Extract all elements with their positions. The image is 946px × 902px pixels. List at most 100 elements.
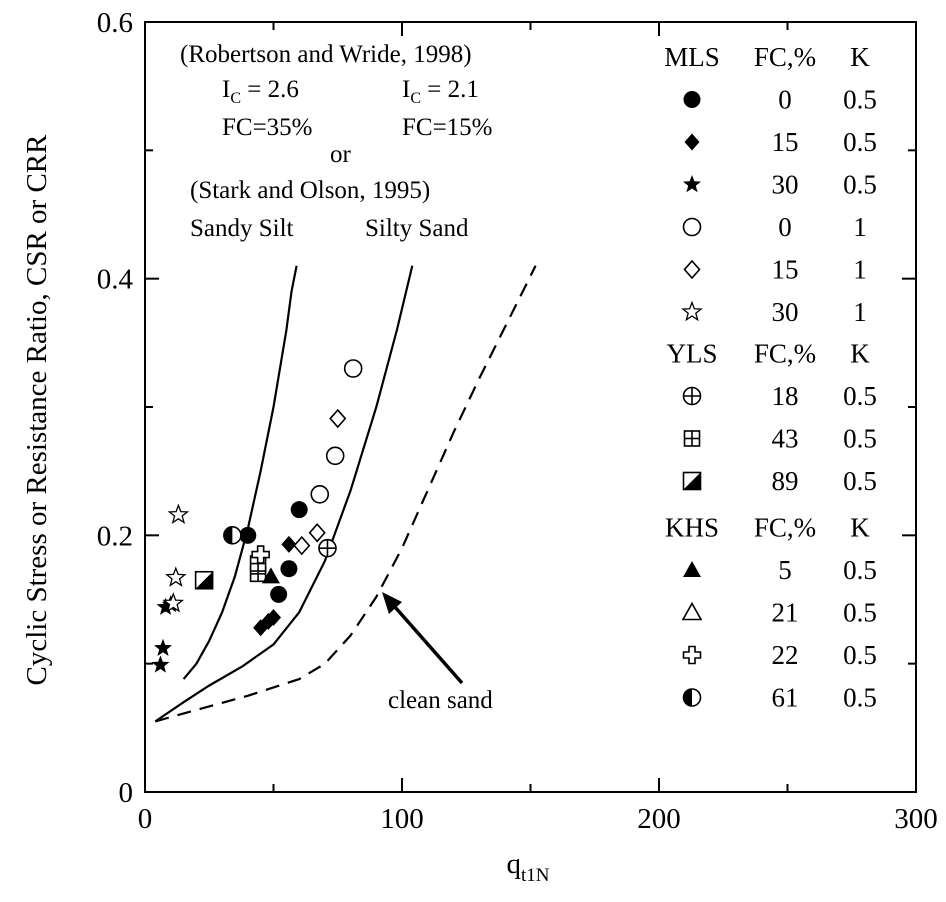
point-mls-fc0-k1 bbox=[310, 484, 330, 504]
legend-row: 18 0.5 bbox=[682, 381, 877, 411]
legend-fc: 0 bbox=[778, 85, 792, 115]
legend-k: 0.5 bbox=[843, 170, 877, 200]
annotation-source1: (Robertson and Wride, 1998) bbox=[180, 41, 472, 68]
point-mls-fc0-k0.5 bbox=[290, 501, 308, 519]
x-tick-label: 0 bbox=[138, 803, 153, 835]
point-mls-fc30-k1 bbox=[165, 566, 187, 587]
x-tick-label: 200 bbox=[637, 803, 681, 835]
legend-header-cell: FC,% bbox=[754, 339, 816, 369]
annotations: (Robertson and Wride, 1998) IC = 2.6 IC … bbox=[180, 41, 493, 714]
curve-clean-sand bbox=[155, 265, 537, 723]
legend-row: 43 0.5 bbox=[683, 424, 877, 454]
point-mls-fc15-k0.5 bbox=[281, 535, 297, 553]
point-mls-fc15-k1 bbox=[293, 535, 311, 556]
legend-header-cell: K bbox=[850, 42, 870, 72]
annotation-ic-left: IC = 2.6 bbox=[222, 76, 299, 107]
legend-fc: 30 bbox=[772, 170, 799, 200]
legend-row: 21 0.5 bbox=[681, 598, 877, 628]
legend-marker-diamond-open bbox=[683, 259, 701, 280]
y-axis-label: Cyclic Stress or Resistance Ratio, CSR o… bbox=[21, 134, 53, 686]
legend-fc: 89 bbox=[772, 466, 799, 496]
annotation-or: or bbox=[330, 141, 352, 168]
legend-row: 22 0.5 bbox=[682, 640, 877, 670]
legend-marker-circle-filled bbox=[683, 91, 701, 108]
legend-marker-star-filled bbox=[683, 175, 701, 193]
point-mls-fc0-k0.5 bbox=[270, 585, 288, 603]
legend-row: 15 1 bbox=[683, 255, 867, 285]
y-tick-label: 0 bbox=[119, 777, 134, 809]
tick-marks bbox=[144, 21, 917, 793]
legend-marker-circle-open bbox=[682, 217, 702, 237]
legend-fc: 22 bbox=[772, 640, 799, 670]
legend-k: 0.5 bbox=[843, 555, 877, 585]
x-axis-label-main: q bbox=[507, 848, 522, 880]
annotation-ic-right: IC = 2.1 bbox=[402, 76, 479, 107]
point-khs-fc61-k0.5 bbox=[223, 526, 242, 545]
legend-row: 30 0.5 bbox=[683, 170, 877, 200]
legend-k: 0.5 bbox=[843, 85, 877, 115]
point-mls-fc30-k1 bbox=[167, 503, 190, 524]
legend-marker-square-half bbox=[682, 471, 702, 491]
point-mls-fc30-k0.5 bbox=[156, 597, 175, 615]
legend-fc: 15 bbox=[772, 127, 799, 157]
legend-marker-circle-plus bbox=[682, 386, 702, 406]
legend-k: 0.5 bbox=[843, 424, 877, 454]
legend-row: 30 1 bbox=[681, 297, 867, 327]
point-mls-fc30-k0.5 bbox=[151, 655, 170, 673]
legend-marker-diamond-filled bbox=[684, 133, 700, 151]
legend-row: 15 0.5 bbox=[684, 127, 877, 157]
annotation-fc-left: FC=35% bbox=[222, 114, 313, 141]
legend-fc: 43 bbox=[772, 424, 799, 454]
y-tick-label: 0.4 bbox=[97, 264, 134, 296]
point-mls-fc15-k0.5 bbox=[266, 608, 281, 626]
point-mls-fc15-k1 bbox=[308, 523, 326, 543]
legend-k: 1 bbox=[853, 297, 867, 327]
annotation-silty-sand: Silty Sand bbox=[365, 215, 469, 242]
legend-header-cell: K bbox=[850, 339, 870, 369]
legend-k: 0.5 bbox=[843, 640, 877, 670]
legend-marker-triangle-open bbox=[681, 601, 703, 621]
point-yls-fc89-k0.5 bbox=[194, 570, 214, 590]
curve-silty-sand bbox=[154, 265, 414, 723]
x-tick-label: 100 bbox=[380, 803, 424, 835]
annotation-sandy-silt: Sandy Silt bbox=[190, 215, 294, 242]
legend-header-yls: YLS FC,% K bbox=[666, 339, 870, 369]
clean-sand-arrow bbox=[382, 592, 464, 685]
point-khs-fc5-k0.5 bbox=[261, 567, 280, 584]
legend-row: 89 0.5 bbox=[682, 466, 877, 496]
point-mls-fc0-k1 bbox=[343, 359, 363, 378]
x-axis-label: qt1N bbox=[507, 848, 550, 886]
legend-marker-circle-half bbox=[682, 688, 702, 707]
data-points bbox=[151, 359, 363, 673]
legend-marker-star-open bbox=[681, 300, 703, 322]
legend-fc: 0 bbox=[778, 212, 792, 242]
legend-fc: 5 bbox=[778, 555, 792, 585]
x-tick-label: 300 bbox=[894, 803, 938, 835]
legend-header-cell: K bbox=[850, 513, 870, 543]
legend-fc: 30 bbox=[772, 297, 799, 327]
legend-k: 0.5 bbox=[843, 598, 877, 628]
legend-row: 0 0.5 bbox=[683, 85, 877, 115]
legend-header-cell: FC,% bbox=[754, 42, 816, 72]
point-mls-fc0-k1 bbox=[325, 446, 345, 466]
legend-k: 1 bbox=[853, 212, 867, 242]
legend-fc: 21 bbox=[772, 598, 799, 628]
x-axis-label-sub: t1N bbox=[521, 865, 550, 886]
legend-header-cell: MLS bbox=[664, 42, 720, 72]
legend-row: 61 0.5 bbox=[682, 683, 877, 713]
clean-sand-arrow-head bbox=[382, 592, 402, 614]
clean-sand-arrow-shaft bbox=[393, 605, 464, 685]
legend-fc: 61 bbox=[772, 683, 799, 713]
annotation-clean-sand: clean sand bbox=[388, 687, 493, 714]
legend-row: 5 0.5 bbox=[683, 555, 877, 585]
legend-fc: 18 bbox=[772, 381, 799, 411]
legend-header-cell: FC,% bbox=[754, 513, 816, 543]
point-khs-fc22-k0.5 bbox=[251, 545, 270, 564]
annotation-source2: (Stark and Olson, 1995) bbox=[190, 177, 430, 204]
y-tick-label: 0.2 bbox=[97, 520, 133, 552]
legend-header-mls: MLS FC,% K bbox=[664, 42, 870, 72]
point-mls-fc0-k0.5 bbox=[239, 526, 257, 544]
